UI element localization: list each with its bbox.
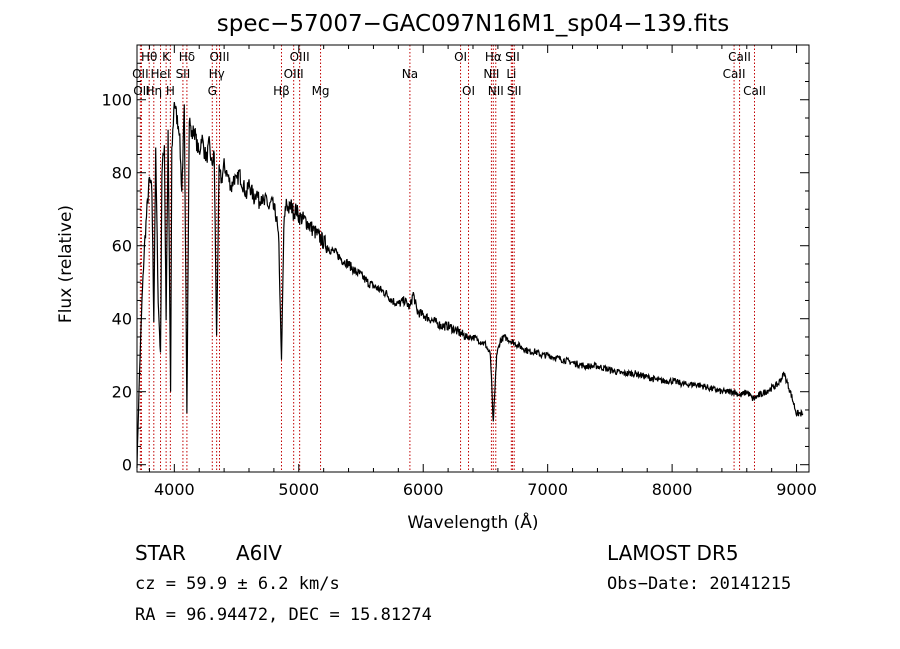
y-axis-label: Flux (relative) <box>56 205 76 323</box>
y-tick-label-3: 60 <box>112 237 132 256</box>
line-label-27: CaII <box>743 84 766 98</box>
y-tick-label-2: 40 <box>112 310 132 329</box>
line-label-26: SII <box>507 84 522 98</box>
line-label-9: OII <box>132 67 149 81</box>
line-label-20: H <box>166 84 175 98</box>
line-label-14: Na <box>402 67 418 81</box>
plot-frame <box>136 44 810 473</box>
line-label-0: Hθ <box>141 50 157 64</box>
line-label-23: Mg <box>312 84 330 98</box>
x-tick-label-0: 4000 <box>154 480 195 499</box>
line-label-10: HeI <box>151 67 171 81</box>
line-label-15: NII <box>483 67 499 81</box>
line-label-11: SII <box>176 67 191 81</box>
line-label-24: OI <box>462 84 475 98</box>
spectral-line-markers <box>139 45 755 472</box>
line-label-4: OIII <box>290 50 310 64</box>
line-label-22: Hβ <box>273 84 290 98</box>
x-tick-label-4: 8000 <box>652 480 693 499</box>
line-label-12: Hγ <box>209 67 225 81</box>
x-tick-label-2: 6000 <box>403 480 444 499</box>
line-label-13: OIII <box>284 67 304 81</box>
spectrum-series-line <box>136 102 804 469</box>
survey-name: LAMOST DR5 <box>607 541 739 565</box>
line-label-3: OIII <box>209 50 229 64</box>
line-label-16: Li <box>506 67 516 81</box>
x-tick-label-1: 5000 <box>278 480 319 499</box>
line-label-25: NII <box>488 84 504 98</box>
x-tick-label-3: 7000 <box>527 480 568 499</box>
observation-date: Obs−Date: 20141215 <box>607 574 791 594</box>
x-axis-ticks: 4000 5000 6000 7000 8000 9000 <box>148 45 817 499</box>
line-label-7: SII <box>505 50 520 64</box>
line-label-1: K <box>162 50 171 64</box>
y-tick-label-5: 100 <box>101 91 132 110</box>
line-label-5: OI <box>454 50 467 64</box>
line-label-21: G <box>208 84 217 98</box>
object-class: STAR <box>135 541 186 565</box>
redshift-value: cz = 59.9 ± 6.2 km/s <box>135 574 340 594</box>
line-label-2: Hδ <box>179 50 195 64</box>
chart-title: spec−57007−GAC097N16M1_sp04−139.fits <box>217 11 729 37</box>
line-label-8: CaII <box>728 50 751 64</box>
line-label-6: Hα <box>485 50 502 64</box>
y-axis-ticks: 0 20 40 60 80 100 <box>101 62 809 475</box>
object-subclass: A6IV <box>236 541 282 565</box>
x-tick-label-5: 9000 <box>776 480 817 499</box>
line-label-17: CaII <box>723 67 746 81</box>
y-tick-label-4: 80 <box>112 164 132 183</box>
line-label-19: Hη <box>145 84 162 98</box>
x-axis-label: Wavelength (Å) <box>407 511 538 533</box>
coordinates: RA = 96.94472, DEC = 15.81274 <box>135 605 432 625</box>
y-tick-label-1: 20 <box>112 383 132 402</box>
y-tick-label-0: 0 <box>122 456 132 475</box>
